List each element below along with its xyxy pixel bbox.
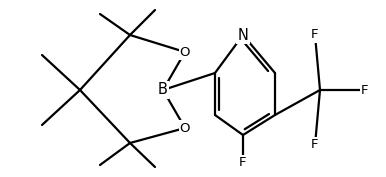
Text: F: F: [311, 28, 319, 41]
Text: B: B: [158, 82, 168, 98]
Text: O: O: [180, 121, 190, 135]
Text: F: F: [361, 84, 369, 96]
Text: N: N: [237, 27, 249, 42]
Text: F: F: [311, 138, 319, 152]
Text: O: O: [180, 45, 190, 59]
Text: F: F: [239, 156, 247, 170]
